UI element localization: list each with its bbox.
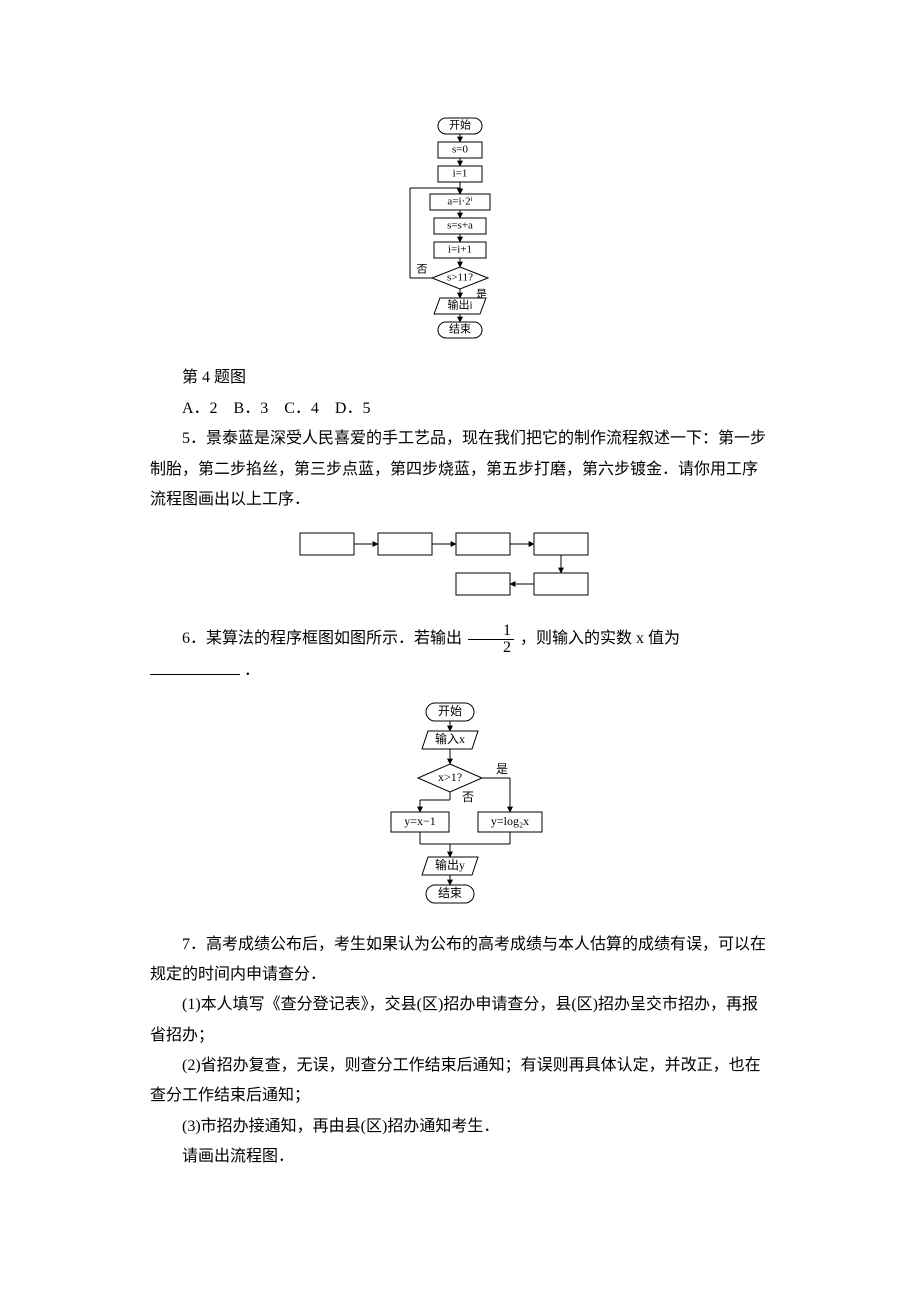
q4-options: A．2 B．3 C．4 D．5 xyxy=(150,394,770,424)
q6-period: ． xyxy=(244,662,260,679)
q6-fraction: 1 2 xyxy=(468,623,514,656)
flowchart-q6: 是否 开始输入x x>1? y=x−1 y=log₂x 输出y 结束 xyxy=(150,694,770,925)
svg-text:i=i+1: i=i+1 xyxy=(448,244,472,256)
q6-prefix: 6．某算法的程序框图如图所示．若输出 xyxy=(182,630,462,647)
q7-text: 7．高考成绩公布后，考生如果认为公布的高考成绩与本人估算的成绩有误，可以在规定的… xyxy=(150,930,770,991)
svg-text:i=1: i=1 xyxy=(453,168,468,180)
svg-text:开始: 开始 xyxy=(438,704,462,718)
svg-text:输入x: 输入x xyxy=(435,731,465,746)
q6-suffix: ，则输入的实数 x 值为 xyxy=(520,630,680,647)
svg-text:x>1?: x>1? xyxy=(438,770,462,784)
svg-text:是: 是 xyxy=(496,762,508,776)
flowchart-q4: 否是开始s=0i=1a=i·2ⁱs=s+ai=i+1s>11?输出i结束 xyxy=(150,108,770,359)
svg-text:结束: 结束 xyxy=(449,323,471,336)
process-flow-q5 xyxy=(150,523,770,618)
q7-3: (3)市招办接通知，再由县(区)招办通知考生． xyxy=(150,1112,770,1142)
svg-text:s>11?: s>11? xyxy=(447,272,473,284)
q7-4: 请画出流程图． xyxy=(150,1142,770,1172)
svg-text:开始: 开始 xyxy=(449,118,471,132)
svg-text:结束: 结束 xyxy=(438,886,462,900)
q7-2: (2)省招办复查，无误，则查分工作结束后通知；有误则再具体认定，并改正，也在查分… xyxy=(150,1051,770,1112)
svg-text:a=i·2ⁱ: a=i·2ⁱ xyxy=(447,196,472,208)
svg-text:否: 否 xyxy=(462,790,474,804)
svg-text:y=x−1: y=x−1 xyxy=(404,814,436,828)
q6-blank xyxy=(150,658,240,675)
svg-text:s=s+a: s=s+a xyxy=(447,220,473,232)
q5-text: 5．景泰蓝是深受人民喜爱的手工艺品，现在我们把它的制作流程叙述一下：第一步制胎，… xyxy=(150,424,770,515)
svg-text:输出y: 输出y xyxy=(435,857,465,872)
svg-text:输出i: 输出i xyxy=(447,298,472,312)
q7-1: (1)本人填写《查分登记表》，交县(区)招办申请查分，县(区)招办呈交市招办，再… xyxy=(150,990,770,1051)
svg-text:否: 否 xyxy=(417,264,428,276)
svg-text:y=log₂x: y=log₂x xyxy=(491,814,529,828)
caption-q4: 第 4 题图 xyxy=(150,363,770,393)
frac-den: 2 xyxy=(468,640,514,656)
q6-text: 6．某算法的程序框图如图所示．若输出 1 2 ，则输入的实数 x 值为 ． xyxy=(150,623,770,686)
svg-text:s=0: s=0 xyxy=(452,144,468,156)
frac-num: 1 xyxy=(468,623,514,640)
